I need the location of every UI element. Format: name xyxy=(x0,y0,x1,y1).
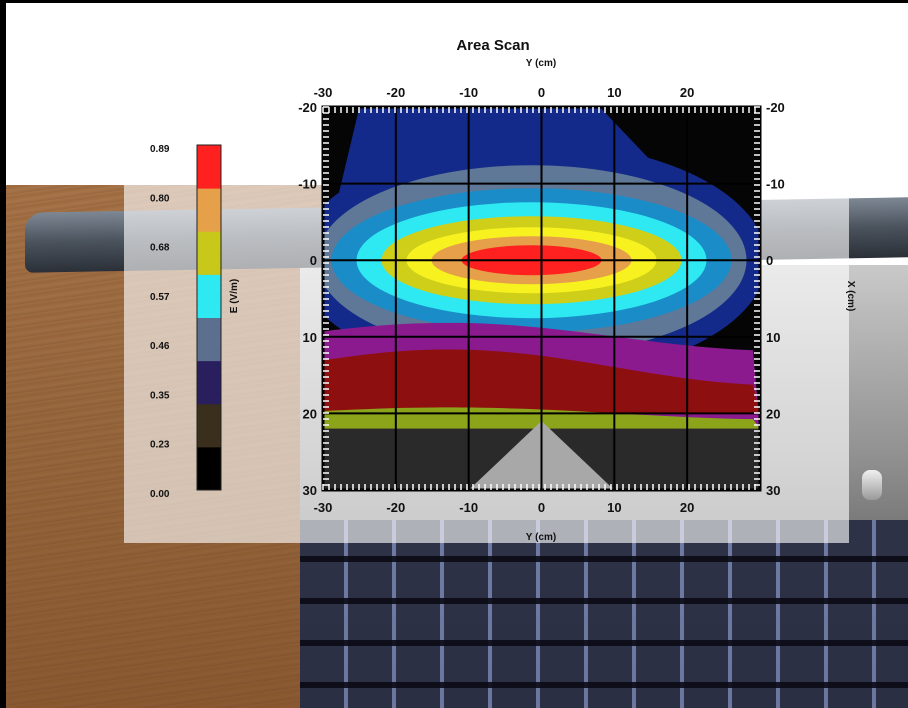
colorbar-segment xyxy=(197,360,221,405)
colorbar-segment xyxy=(197,403,221,448)
colorbar-segment xyxy=(197,145,221,189)
left-border xyxy=(0,0,6,708)
colorbar-tick-label: 0.80 xyxy=(150,193,170,204)
bottom-tick-label: -30 xyxy=(314,500,333,515)
colorbar-tick-label: 0.35 xyxy=(150,390,170,401)
bottom-tick-label: 0 xyxy=(538,500,545,515)
laptop-side-button xyxy=(862,470,882,500)
y-axis-label-right: X (cm) xyxy=(845,281,856,312)
left-tick-label: -20 xyxy=(298,100,317,115)
top-tick-label: -10 xyxy=(459,85,478,100)
colorbar xyxy=(196,144,222,491)
right-tick-label: 0 xyxy=(766,253,773,268)
top-tick-label: 10 xyxy=(607,85,621,100)
top-border xyxy=(0,0,908,3)
chart-title: Area Scan xyxy=(456,37,529,54)
bottom-tick-label: 20 xyxy=(680,500,694,515)
colorbar-segment xyxy=(197,317,221,362)
colorbar-tick-labels: 0.89 0.80 0.68 0.57 0.46 0.35 0.23 0.00 xyxy=(150,144,170,500)
colorbar-tick-label: 0.57 xyxy=(150,292,170,303)
x-axis-label-top: Y (cm) xyxy=(526,58,556,69)
left-tick-label: 30 xyxy=(303,483,317,498)
colorbar-tick-label: 0.68 xyxy=(150,243,170,254)
right-tick-label: 20 xyxy=(766,406,780,421)
minor-ticks xyxy=(322,106,760,490)
right-tick-label: 30 xyxy=(766,483,780,498)
colorbar-label: E (V/m) xyxy=(229,279,240,313)
left-tick-label: -10 xyxy=(298,177,317,192)
right-tick-label: -10 xyxy=(766,177,785,192)
bottom-tick-label: 10 xyxy=(607,500,621,515)
colorbar-tick-label: 0.89 xyxy=(150,144,170,155)
left-tick-label: 20 xyxy=(303,406,317,421)
top-tick-label: -30 xyxy=(314,85,333,100)
left-tick-label: 0 xyxy=(310,253,317,268)
x-tick-labels-top: -30 -20 -10 0 10 20 xyxy=(314,85,695,100)
colorbar-tick-label: 0.23 xyxy=(150,440,170,451)
left-tick-label: 10 xyxy=(303,330,317,345)
top-tick-label: -20 xyxy=(386,85,405,100)
colorbar-tick-label: 0.00 xyxy=(150,489,170,500)
right-tick-label: -20 xyxy=(766,100,785,115)
top-tick-label: 20 xyxy=(680,85,694,100)
bottom-tick-label: -10 xyxy=(459,500,478,515)
x-axis-label-bottom: Y (cm) xyxy=(526,532,556,543)
bottom-tick-label: -20 xyxy=(386,500,405,515)
heatmap-plot-area xyxy=(323,107,760,490)
colorbar-segment xyxy=(197,274,221,318)
colorbar-segment xyxy=(197,446,221,491)
colorbar-segment xyxy=(197,231,221,275)
x-tick-labels-bottom: -30 -20 -10 0 10 20 xyxy=(314,500,695,515)
colorbar-tick-label: 0.46 xyxy=(150,341,170,352)
colorbar-segment xyxy=(197,188,221,232)
y-tick-labels-left: -20 -10 0 10 20 30 xyxy=(298,100,317,498)
y-tick-labels-right: -20 -10 0 10 20 30 xyxy=(766,100,785,498)
top-tick-label: 0 xyxy=(538,85,545,100)
keyboard-rows xyxy=(300,520,908,708)
right-tick-label: 10 xyxy=(766,330,780,345)
colorbar-frame xyxy=(196,144,222,491)
